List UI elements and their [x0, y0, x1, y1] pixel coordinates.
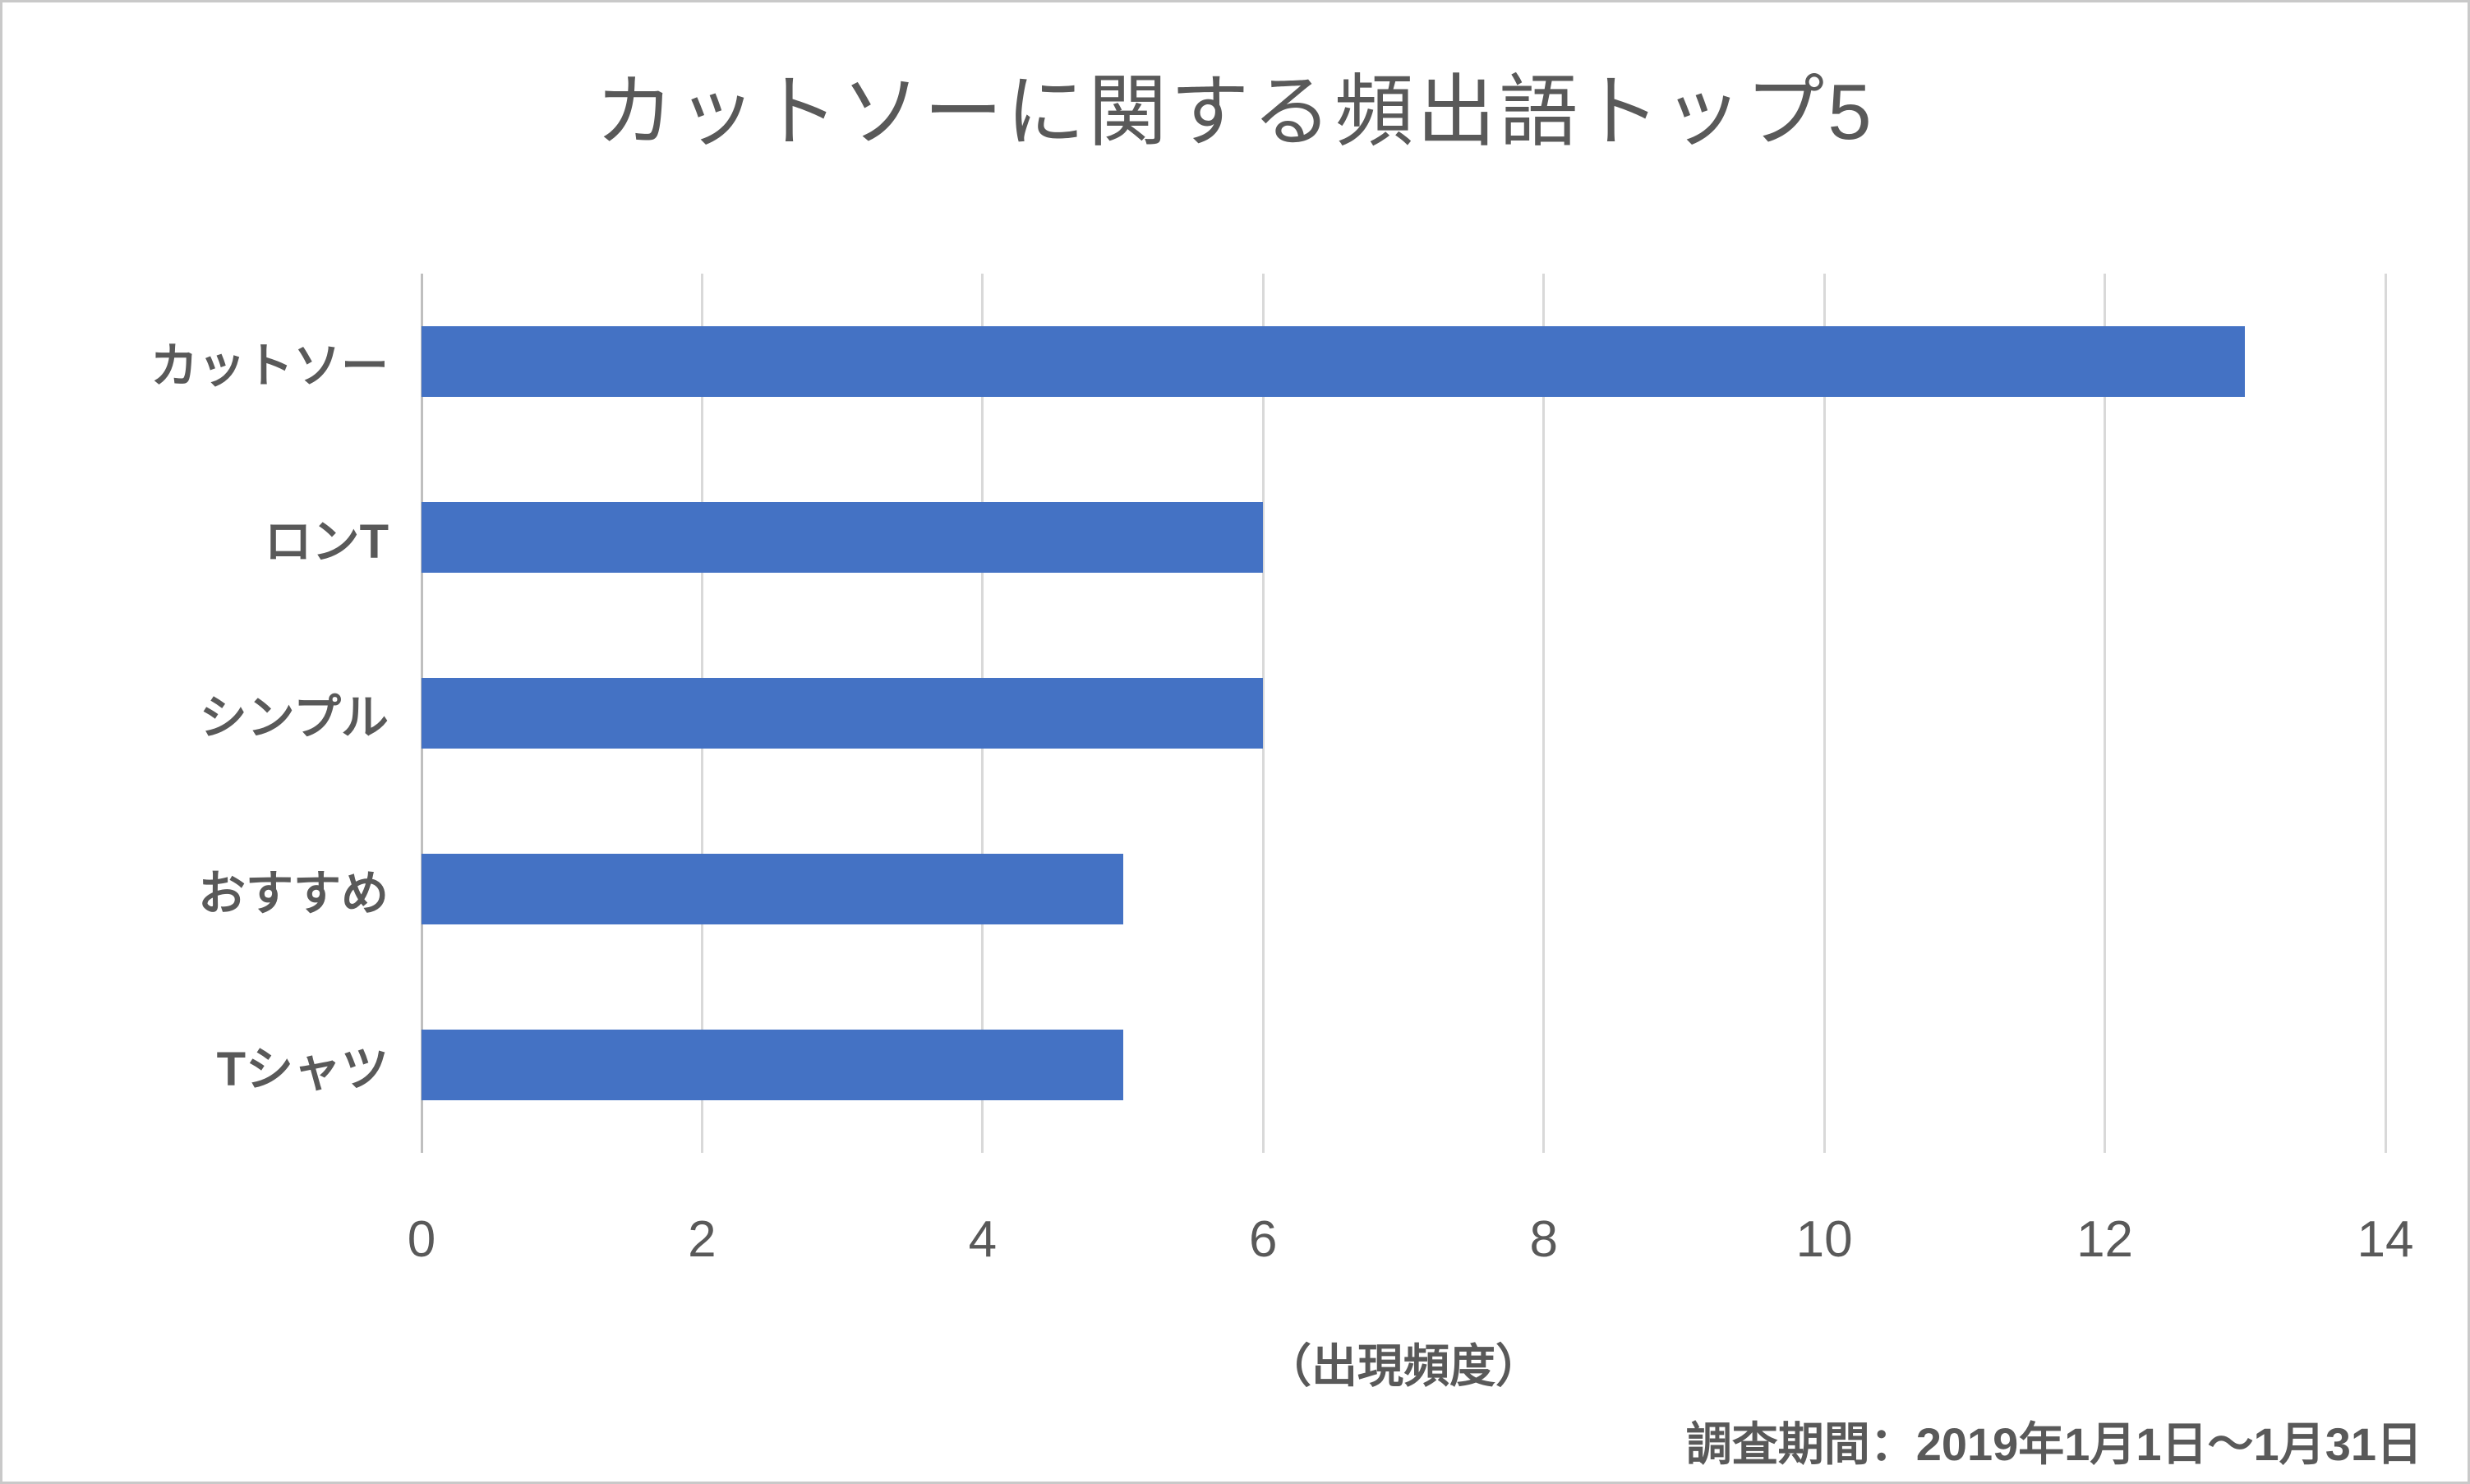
x-tick-label-4: 4: [968, 1211, 998, 1268]
chart-title: カットソーに関する頻出語トップ5: [595, 68, 1875, 156]
x-tick-label-6: 6: [1249, 1211, 1278, 1268]
category-label-おすすめ: おすすめ: [197, 867, 389, 920]
x-tick-label-10: 10: [1795, 1211, 1853, 1268]
bar-カットソー: [422, 326, 2246, 397]
gridline-x-12: [2104, 274, 2107, 1153]
x-tick-label-12: 12: [2076, 1211, 2134, 1268]
x-tick-label-0: 0: [407, 1211, 436, 1268]
x-axis-label: （出現頻度）: [1265, 1340, 1541, 1392]
gridline-x-14: [2384, 274, 2387, 1153]
bar-シンプル: [422, 678, 1264, 749]
x-tick-label-8: 8: [1529, 1211, 1558, 1268]
x-tick-label-14: 14: [2357, 1211, 2414, 1268]
category-axis: カットソーロンT シンプルおすすめ Tシャツ: [2, 274, 389, 1153]
x-axis-ticks: 0 2 4 6 8 10 12 14: [408, 1210, 2414, 1284]
gridline-x-6: [1261, 274, 1265, 1153]
gridline-x-8: [1542, 274, 1546, 1153]
gridline-x-10: [1823, 274, 1826, 1153]
category-label-シンプル: シンプル: [199, 691, 389, 744]
category-label-ロンT: ロンT: [264, 515, 389, 569]
bar-おすすめ: [422, 854, 1123, 924]
plot-area: [420, 274, 2387, 1153]
category-label-カットソー: カットソー: [150, 339, 389, 393]
category-label-Tシャツ: Tシャツ: [216, 1043, 389, 1096]
bar-Tシャツ: [422, 1030, 1123, 1100]
survey-period-note: 調査期間：2019年1月1日～1月31日: [1685, 1418, 2422, 1470]
bar-ロンT: [422, 502, 1264, 573]
x-tick-label-2: 2: [688, 1211, 717, 1268]
